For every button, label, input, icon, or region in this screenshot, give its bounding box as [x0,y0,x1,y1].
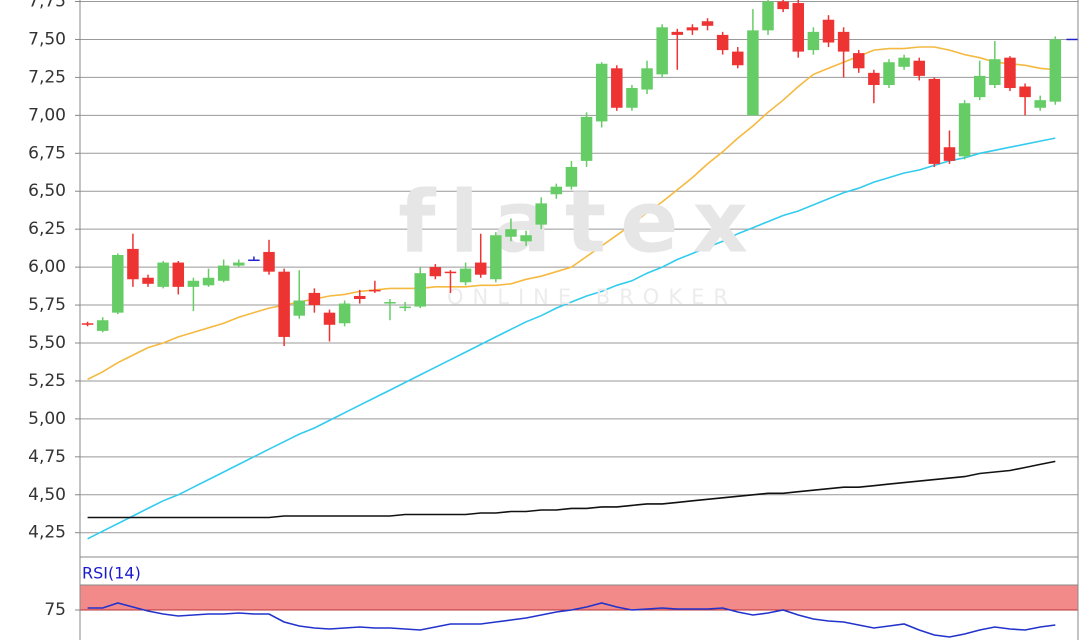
y-tick-label: 5,25 [28,371,66,391]
candle-body [958,103,971,157]
candle-body [127,248,139,280]
candle-body [399,306,411,309]
series-line [87,460,1056,519]
candle-body [338,303,351,324]
candle-body [883,62,895,85]
candle-body [202,277,215,286]
y-tick-label: 75 [44,600,66,620]
candle-body [459,268,472,283]
candle-body [248,259,260,262]
candle-body [278,271,290,337]
rsi-title: RSI(14) [82,564,141,583]
candle-body [732,51,744,66]
candle-body [973,75,986,98]
candle-body [233,262,245,266]
candle-body [353,295,366,299]
candle-body [414,273,426,307]
candle-body [656,27,668,75]
candle-body [550,186,563,195]
watermark-subtitle: ONLINE BROKER [447,285,737,309]
candle-body [747,30,759,116]
foreground-layer [75,0,1078,638]
candle-body [868,72,880,85]
candle-body [1049,39,1062,102]
candle-body [293,300,306,316]
candle-body [1004,57,1016,89]
candle-body [611,68,623,108]
candle-body [701,21,714,26]
candle-body [1019,86,1031,98]
candle-body [671,31,684,35]
candle-body [474,262,487,275]
candle-body [565,166,578,187]
candle-body [263,251,275,272]
candle-body [989,59,1001,85]
candle-body [444,271,457,274]
background-layer [79,1,1079,611]
candle-body [595,63,608,122]
candle-body [535,203,547,225]
candle-body [323,312,336,325]
candle-body [217,265,230,281]
candle-body [792,3,805,52]
y-tick-label: 6,00 [28,257,66,277]
candle-body [81,323,94,325]
y-tick-label: 7,00 [28,105,66,125]
candle-body [807,31,820,51]
y-tick-label: 4,25 [28,523,66,543]
candle-body [943,147,956,161]
candle-body [490,235,502,280]
candle-body [580,116,593,161]
plot-area [80,0,1078,557]
y-tick-label: 6,25 [28,219,66,239]
candle-body [384,302,396,304]
y-tick-label: 7,75 [28,0,66,12]
candle-body [187,280,200,287]
candle-body [898,57,910,67]
candle-body [762,1,774,31]
y-tick-label: 7,50 [28,29,66,49]
candle-body [172,262,185,287]
candle-body [96,320,109,331]
y-tick-label: 4,50 [28,485,66,505]
series-line [87,602,1056,638]
candle-body [142,277,154,284]
candle-body [822,19,835,43]
y-tick-label: 6,50 [28,181,66,201]
candle-body [308,292,321,306]
candle-body [112,254,124,313]
candle-body [913,60,925,76]
candle-body [928,78,941,164]
watermark-title: flatex [398,172,762,272]
candle-body [641,68,653,90]
candle-body [520,235,532,242]
candle-body [369,289,381,292]
candle-body [505,229,517,237]
candle-body [716,34,729,51]
candle-body [852,53,865,69]
y-tick-label: 4,75 [28,447,66,467]
series-line [87,46,1056,381]
candle-body [429,267,442,277]
candle-body [777,1,789,10]
candle-body [686,27,699,31]
candle-body [157,262,169,287]
y-tick-label: 5,75 [28,295,66,315]
y-tick-label: 5,00 [28,409,66,429]
y-tick-label: 5,50 [28,333,66,353]
candle-body [626,88,638,108]
y-tick-label: 7,25 [28,67,66,87]
candle-body [1034,100,1046,108]
series-line [87,137,1056,540]
overbought-band [79,584,1079,611]
candle-body [837,31,850,52]
y-tick-label: 6,75 [28,143,66,163]
